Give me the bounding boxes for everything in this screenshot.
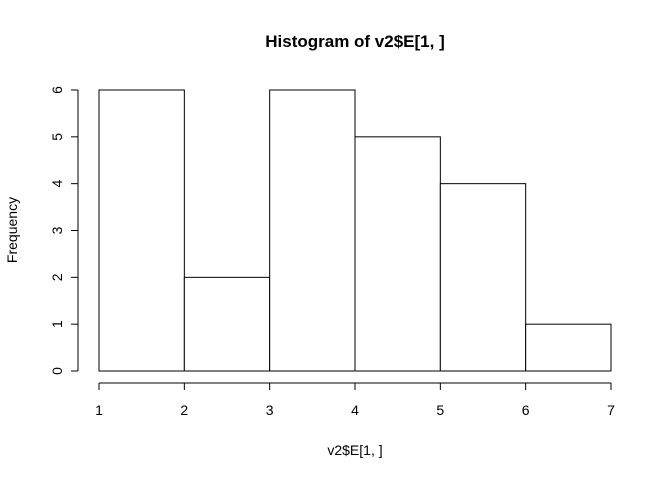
x-tick-label: 5 — [436, 402, 444, 418]
x-tick-label: 4 — [351, 402, 359, 418]
x-axis-label: v2$E[1, ] — [327, 442, 382, 458]
histogram-bar-2 — [183, 276, 271, 372]
x-tick-label: 3 — [266, 402, 274, 418]
y-axis-label: Frequency — [4, 197, 20, 263]
x-tick-label: 6 — [522, 402, 530, 418]
y-tick-label: 1 — [49, 320, 65, 328]
histogram-bar-6 — [525, 323, 612, 372]
histogram-bar-5 — [439, 183, 527, 372]
y-tick-label: 2 — [49, 273, 65, 281]
x-axis: 1 2 3 4 5 6 7 — [95, 382, 615, 418]
y-tick-label: 3 — [49, 226, 65, 234]
x-tick-label: 7 — [607, 402, 615, 418]
histogram-bar-4 — [354, 136, 441, 372]
chart-title: Histogram of v2$E[1, ] — [265, 32, 445, 51]
y-tick-label: 5 — [49, 133, 65, 141]
histogram-bar-3 — [269, 89, 356, 372]
x-tick-label: 1 — [95, 402, 103, 418]
y-tick-label: 0 — [49, 367, 65, 375]
y-axis: 0 1 2 3 4 5 6 — [49, 86, 79, 375]
bars-group — [98, 89, 612, 372]
histogram-bar-1 — [98, 89, 185, 372]
y-tick-label: 6 — [49, 86, 65, 94]
y-tick-label: 4 — [49, 180, 65, 188]
x-tick-label: 2 — [180, 402, 188, 418]
